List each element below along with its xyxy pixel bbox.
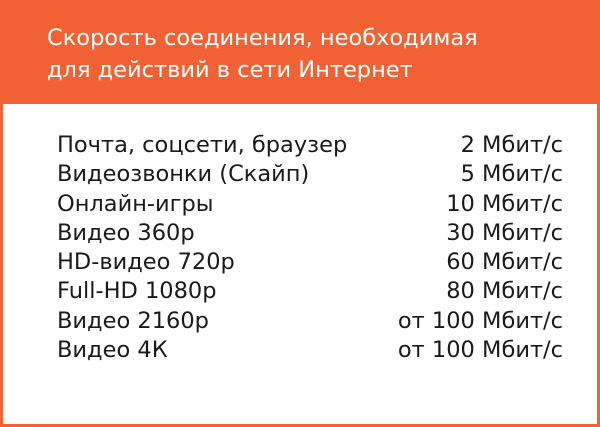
speed-value: 60 Мбит/с: [446, 249, 563, 276]
activity-label: Видео 4К: [57, 337, 168, 364]
list-item: Онлайн-игры 10 Мбит/с: [57, 190, 563, 219]
title-line-2: для действий в сети Интернет: [47, 57, 413, 83]
speed-list: Почта, соцсети, браузер 2 Мбит/с Видеозвон…: [57, 131, 563, 365]
speed-value: от 100 Мбит/с: [397, 337, 563, 364]
list-item: HD-видео 720p 60 Мбит/с: [57, 248, 563, 277]
list-item: Видео 4К от 100 Мбит/с: [57, 336, 563, 365]
header: Скорость соединения, необходимая для дей…: [0, 0, 600, 104]
list-item: Full-HD 1080p 80 Мбит/с: [57, 277, 563, 306]
activity-label: Почта, соцсети, браузер: [57, 132, 348, 158]
activity-label: HD-видео 720p: [57, 249, 235, 276]
activity-label: Видео 2160p: [57, 307, 209, 334]
speed-value: 5 Мбит/с: [460, 161, 563, 188]
list-item: Видео 2160p от 100 Мбит/с: [57, 307, 563, 336]
speed-value: от 100 Мбит/с: [397, 307, 563, 334]
title-line-1: Скорость соединения, необходимая: [47, 25, 478, 51]
list-item: Почта, соцсети, браузер 2 Мбит/с: [57, 131, 563, 160]
list-item: Видео 360p 30 Мбит/с: [57, 219, 563, 248]
speed-value: 10 Мбит/с: [446, 190, 563, 217]
activity-label: Видео 360p: [57, 219, 195, 246]
list-item: Видеозвонки (Скайп) 5 Мбит/с: [57, 160, 563, 189]
speed-value: 80 Мбит/с: [446, 278, 563, 305]
activity-label: Онлайн-игры: [57, 190, 214, 217]
speed-value: 2 Мбит/с: [460, 132, 563, 158]
speed-value: 30 Мбит/с: [446, 219, 563, 246]
activity-label: Full-HD 1080p: [57, 278, 217, 305]
activity-label: Видеозвонки (Скайп): [57, 161, 310, 188]
